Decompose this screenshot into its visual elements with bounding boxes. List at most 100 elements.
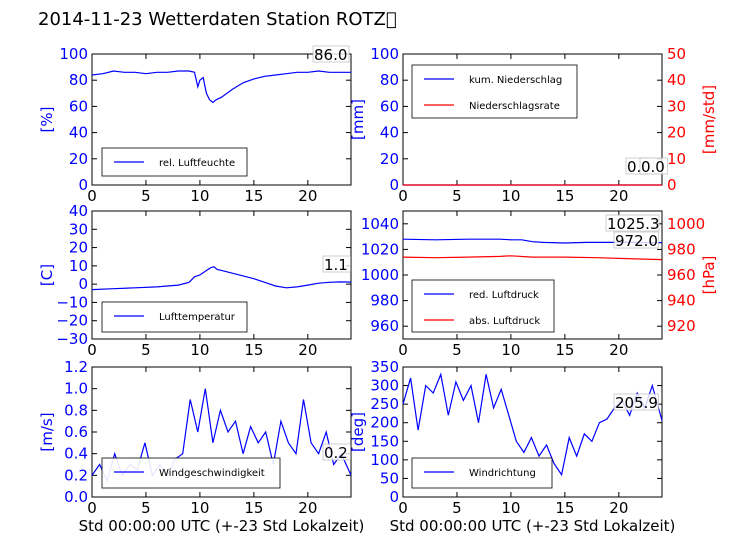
x-tick-label: 5 <box>452 187 462 205</box>
y-tick-label: 60 <box>380 97 399 115</box>
x-tick-label: 20 <box>609 187 628 205</box>
y-axis-label: [mm] <box>349 99 367 140</box>
value-box <box>639 157 668 175</box>
y-tick-label-right: 20 <box>667 124 686 142</box>
x-tick-label: 10 <box>190 499 209 517</box>
y-tick-label: 250 <box>370 395 399 413</box>
y-tick-label: 100 <box>370 45 399 63</box>
y-tick-label-right: 960 <box>667 266 696 284</box>
y-tick-label: 150 <box>370 432 399 450</box>
legend-label: Niederschlagsrate <box>469 101 560 112</box>
x-axis-label: Std 00:00:00 UTC (+-23 Std Lokalzeit) <box>390 517 676 535</box>
value-box <box>312 45 350 63</box>
plot-frame <box>402 366 663 498</box>
legend-label: Lufttemperatur <box>159 312 236 323</box>
x-tick-label: 15 <box>555 187 574 205</box>
legend-label: Windgeschwindigkeit <box>159 468 265 479</box>
x-tick-label: 5 <box>452 341 462 359</box>
value-label: 1.1 <box>324 256 348 274</box>
y-tick-label: 80 <box>380 71 399 89</box>
chart-panel-precipitation: 0 5 10 15 20 0 20 40 60 80 100 0 10 20 30 40 50 [mm] [mm/s… <box>349 45 718 205</box>
y-tick-label: 0 <box>389 176 399 194</box>
legend-label: abs. Luftdruck <box>469 316 540 327</box>
value-label: 86.0 <box>314 46 347 64</box>
y-tick-label: 80 <box>69 71 88 89</box>
y-tick-label: 100 <box>370 451 399 469</box>
legend-label: kum. Niederschlag <box>469 75 562 86</box>
x-tick-label: 0 <box>398 187 408 205</box>
x-tick-label: 5 <box>141 499 151 517</box>
y-tick-label: 1000 <box>361 266 399 284</box>
y-tick-label-right: 920 <box>667 317 696 335</box>
y-tick-label: 1040 <box>361 215 399 233</box>
y-tick-label: 0.6 <box>64 423 88 441</box>
x-tick-label: 15 <box>555 341 574 359</box>
y-axis-label: [deg] <box>349 412 367 452</box>
x-tick-label: 10 <box>501 499 520 517</box>
y-tick-label: 20 <box>380 150 399 168</box>
y-tick-label-right: 980 <box>667 240 696 258</box>
y-tick-label: 0.0 <box>64 488 88 506</box>
y-tick-label: 300 <box>370 377 399 395</box>
x-tick-label: 0 <box>398 341 408 359</box>
chart-panel-windspeed: 0 5 10 15 20 0.0 0.2 0.4 0.6 0.8 1.0 1.2 [m/s] Std 00… <box>38 358 364 535</box>
plot-frame <box>91 53 352 186</box>
y-tick-label: 0 <box>389 488 399 506</box>
x-tick-label: 15 <box>555 499 574 517</box>
y-tick-label-right: 10 <box>667 150 686 168</box>
series-line-2 <box>402 255 663 261</box>
y-tick-label: 0 <box>78 275 88 293</box>
legend-box <box>101 301 248 333</box>
x-tick-label: 10 <box>501 187 520 205</box>
x-tick-label: 15 <box>244 341 263 359</box>
y-tick-label: 0 <box>78 176 88 194</box>
x-tick-label: 10 <box>190 341 209 359</box>
x-axis-label: Std 00:00:00 UTC (+-23 Std Lokalzeit) <box>79 517 365 535</box>
y-tick-label: 1.2 <box>64 358 88 376</box>
y-tick-label-right: 940 <box>667 292 696 310</box>
x-tick-label: 10 <box>190 187 209 205</box>
value-label: 972.0 <box>615 232 658 250</box>
y-axis-label: [C] <box>38 264 56 286</box>
value-box <box>605 214 660 232</box>
y-tick-label: 30 <box>69 220 88 238</box>
y-tick-label: 1.0 <box>64 380 88 398</box>
figure-title: 2014-11-23 Wetterdaten Station ROTZ  <box>38 9 397 30</box>
x-tick-label: 0 <box>398 499 408 517</box>
y-tick-label: 20 <box>69 150 88 168</box>
value-label: 0.2 <box>324 444 348 462</box>
value-box <box>613 393 659 411</box>
x-tick-label: 20 <box>298 187 317 205</box>
y-tick-label: 10 <box>69 257 88 275</box>
legend-label: Windrichtung <box>469 468 536 479</box>
legend-box <box>411 64 578 119</box>
y-tick-label-right: 30 <box>667 97 686 115</box>
y-tick-label: −20 <box>56 312 88 330</box>
x-tick-label: 20 <box>609 499 628 517</box>
legend-label: red. Luftdruck <box>469 290 539 301</box>
y-tick-label-right: 0 <box>667 176 677 194</box>
x-tick-label: 0 <box>87 341 97 359</box>
x-tick-label: 5 <box>452 499 462 517</box>
x-tick-label: 15 <box>244 499 263 517</box>
legend-box <box>411 457 553 489</box>
legend-box <box>411 279 555 333</box>
x-tick-label: 15 <box>244 187 263 205</box>
y-tick-label: 0.8 <box>64 401 88 419</box>
y-tick-label: 20 <box>69 239 88 257</box>
value-box <box>322 255 351 273</box>
x-tick-label: 20 <box>298 499 317 517</box>
y-tick-label: 40 <box>69 202 88 220</box>
y-tick-label: 200 <box>370 414 399 432</box>
value-label: 1025.3 <box>607 215 660 233</box>
y-tick-label: 0.2 <box>64 466 88 484</box>
y-tick-label-right: 40 <box>667 71 686 89</box>
y-axis-label-right: [hPa] <box>700 256 718 295</box>
plot-frame <box>91 210 352 340</box>
y-tick-label-right: 50 <box>667 45 686 63</box>
y-tick-label: 40 <box>69 124 88 142</box>
y-tick-label: 350 <box>370 358 399 376</box>
